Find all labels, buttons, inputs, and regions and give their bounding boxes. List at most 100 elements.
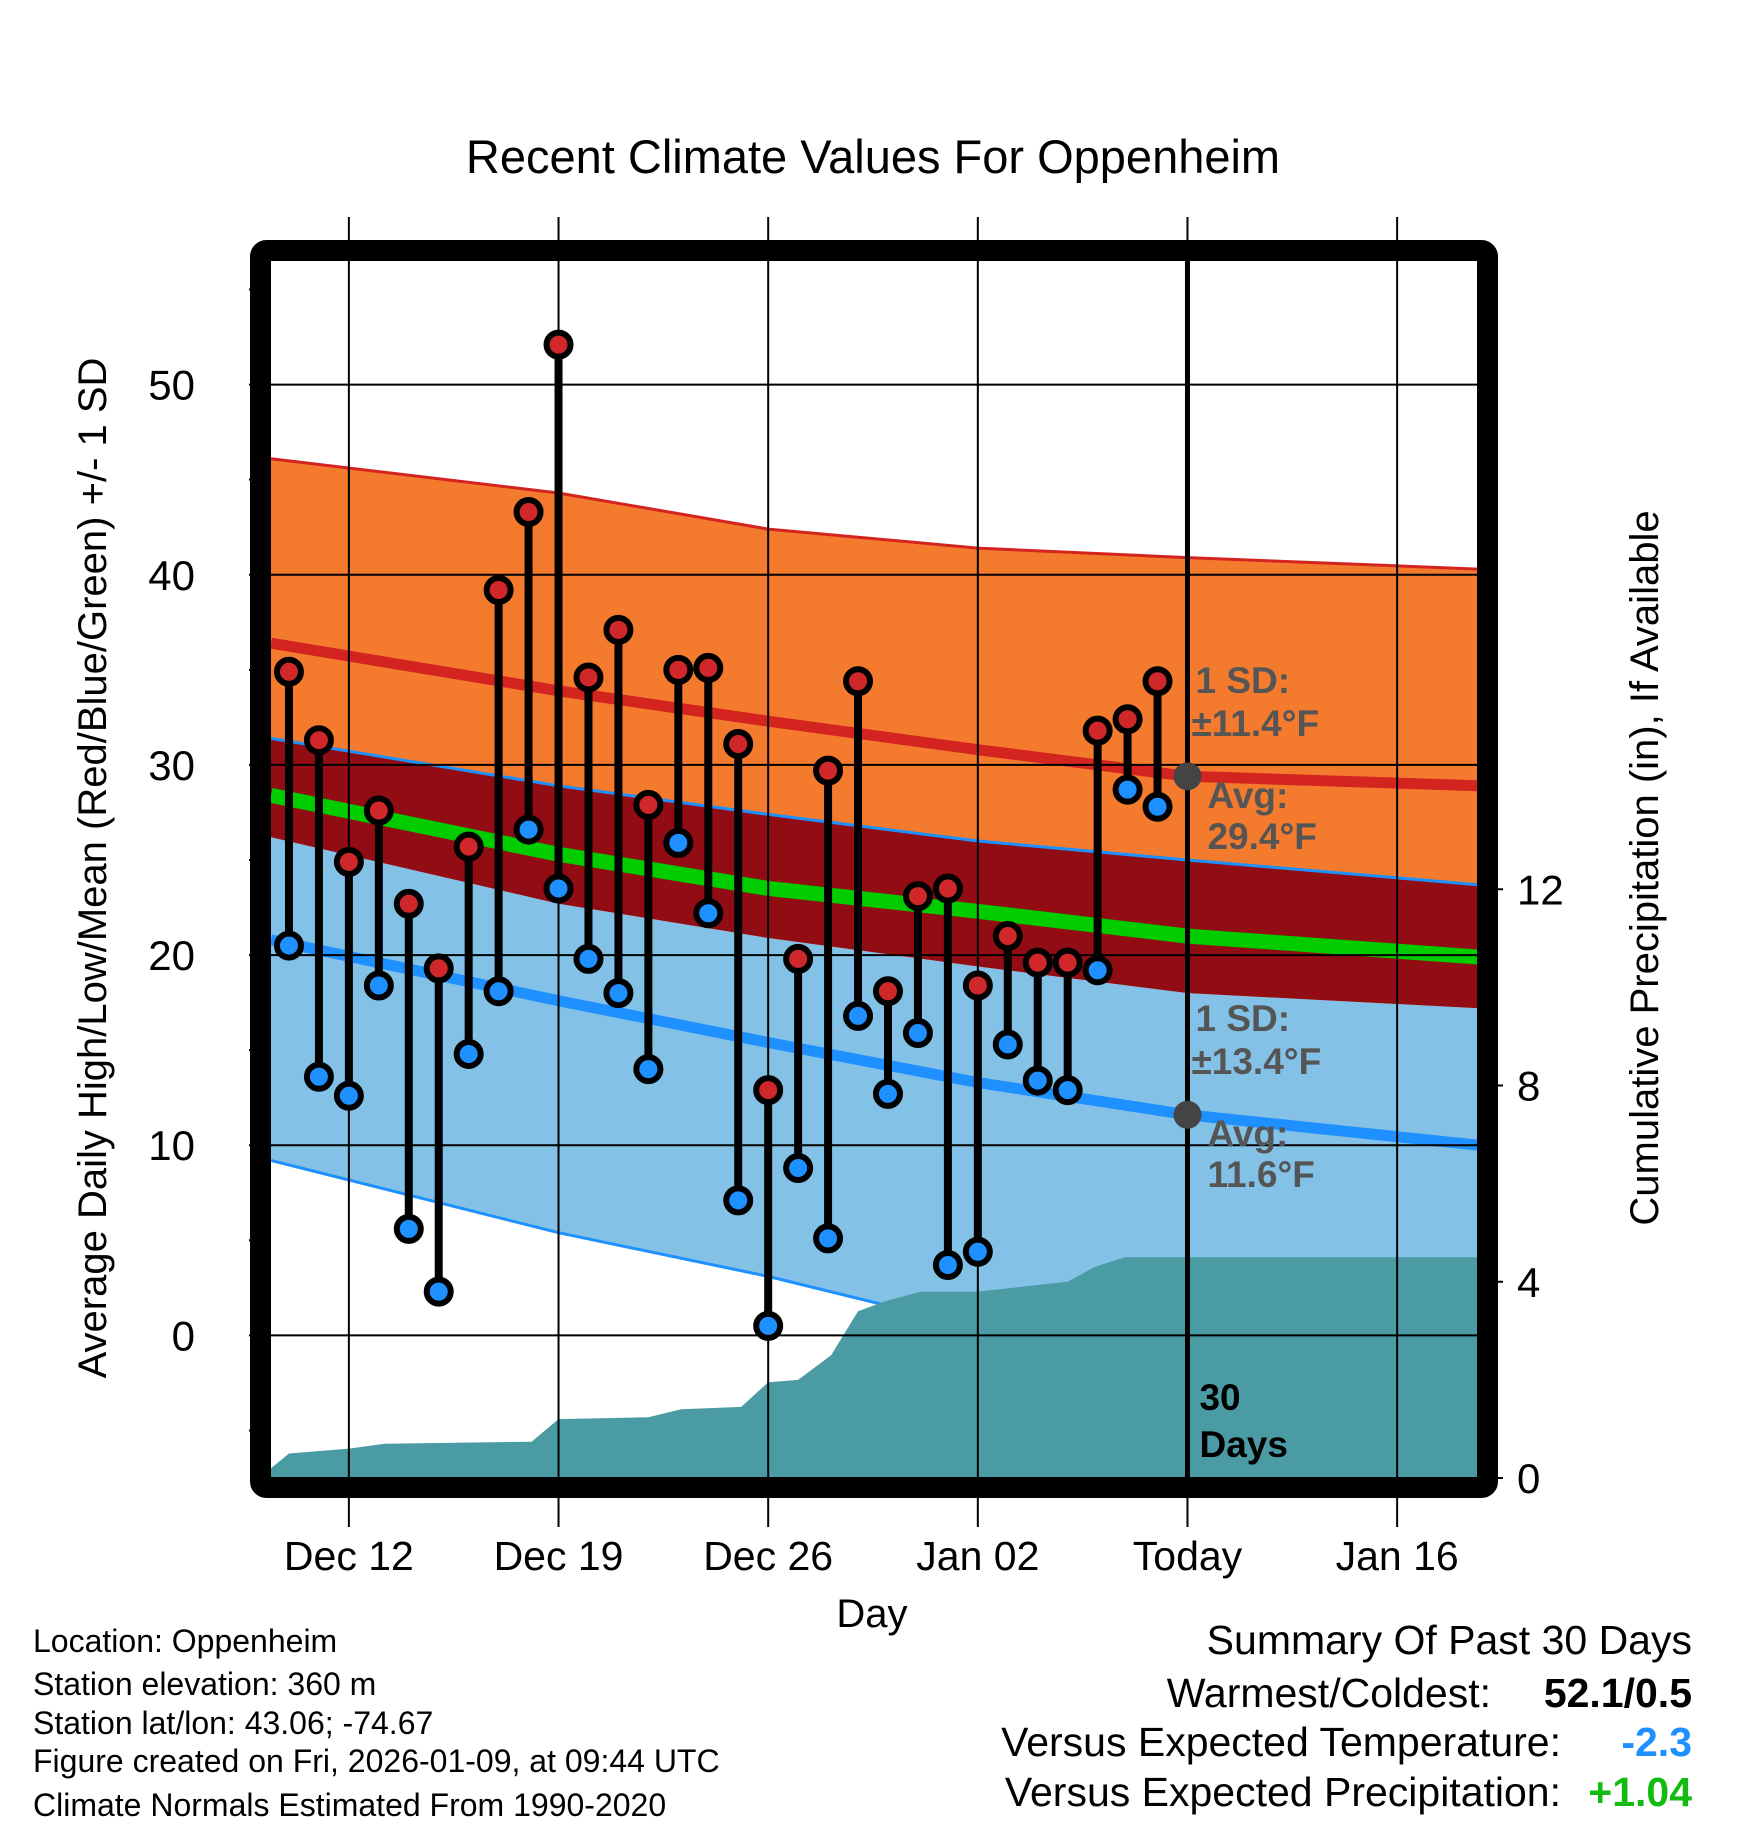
summary-warmest-label: Warmest/Coldest:: [1167, 1670, 1491, 1716]
y-tick-label: 0: [172, 1312, 195, 1359]
low-point: [1022, 1065, 1053, 1096]
high-point: [872, 976, 903, 1007]
plot-frame: [250, 240, 1498, 1498]
high-point: [633, 789, 664, 820]
high-point: [603, 614, 634, 645]
window-unit: Days: [1199, 1424, 1287, 1465]
y2-tick-label: 12: [1517, 866, 1564, 913]
station-info: Location: Oppenheim Station elevation: 3…: [33, 1623, 720, 1823]
y-tick-label: 30: [148, 742, 195, 789]
high-point: [932, 873, 963, 904]
y-tick-label: 50: [148, 362, 195, 409]
high-point: [813, 755, 844, 786]
x-axis-label: Day: [836, 1592, 907, 1636]
high-sd-label: 1 SD:: [1195, 660, 1290, 701]
low-point: [633, 1054, 664, 1085]
low-point: [843, 1000, 874, 1031]
low-point: [872, 1078, 903, 1109]
high-point: [1112, 704, 1143, 735]
summary-temp-value: -2.3: [1621, 1719, 1692, 1765]
low-sd-band: [271, 837, 1478, 1397]
high-point: [723, 728, 754, 759]
high-plus-sd-line: [271, 457, 1478, 571]
summary-warmest-value: 52.1/0.5: [1544, 1670, 1692, 1716]
low-point: [1082, 955, 1113, 986]
summary-title: Summary Of Past 30 Days: [1207, 1617, 1692, 1663]
high-minus-sd-line: [271, 736, 1478, 887]
high-point: [1082, 715, 1113, 746]
high-point: [962, 970, 993, 1001]
low-point: [573, 943, 604, 974]
summary-precip-value: +1.04: [1588, 1769, 1692, 1815]
low-point: [783, 1153, 814, 1184]
summary-temp-label: Versus Expected Temperature:: [1001, 1719, 1561, 1765]
high-point: [363, 795, 394, 826]
high-avg-value: 29.4°F: [1207, 816, 1316, 857]
high-point: [303, 725, 334, 756]
x-tick-label: Jan 02: [916, 1533, 1039, 1579]
low-avg-value: 11.6°F: [1207, 1154, 1314, 1195]
low-point: [513, 814, 544, 845]
low-point: [753, 1310, 784, 1341]
window-count: 30: [1199, 1377, 1240, 1418]
y2-tick-label: 4: [1517, 1259, 1540, 1306]
high-point: [902, 881, 933, 912]
y-tick-label: 10: [148, 1122, 195, 1169]
y-tick-label: 20: [148, 932, 195, 979]
y2-tick-label: 8: [1517, 1063, 1540, 1110]
x-tick-label: Jan 16: [1336, 1533, 1459, 1579]
high-point: [543, 329, 574, 360]
low-avg-label: Avg:: [1207, 1113, 1288, 1154]
high-sd-value: ±11.4°F: [1191, 703, 1319, 744]
high-point: [843, 666, 874, 697]
low-point: [603, 978, 634, 1009]
info-location: Location: Oppenheim: [33, 1623, 337, 1659]
summary-panel: Summary Of Past 30 Days Warmest/Coldest:…: [1001, 1617, 1692, 1815]
high-avg-label: Avg:: [1207, 775, 1288, 816]
low-point: [962, 1236, 993, 1267]
x-tick-label: Dec 26: [703, 1533, 833, 1579]
low-point: [1112, 774, 1143, 805]
y2-tick-label: 0: [1517, 1455, 1540, 1502]
low-sd-label: 1 SD:: [1195, 998, 1290, 1039]
high-point: [1142, 666, 1173, 697]
high-point: [693, 652, 724, 683]
low-point: [363, 970, 394, 1001]
low-point: [453, 1038, 484, 1069]
info-normals: Climate Normals Estimated From 1990-2020: [33, 1787, 666, 1823]
low-point: [303, 1061, 334, 1092]
high-point: [483, 574, 514, 605]
plot-area: [271, 457, 1478, 1478]
high-point: [1022, 947, 1053, 978]
high-point: [783, 943, 814, 974]
avg-high-line: [271, 637, 1478, 792]
y2-axis-label: Cumulative Precipitation (in), If Availa…: [1623, 510, 1667, 1225]
low-point: [693, 898, 724, 929]
avg-mean-line: [271, 787, 1478, 965]
info-latlon: Station lat/lon: 43.06; -74.67: [33, 1705, 433, 1741]
low-point: [333, 1080, 364, 1111]
info-created: Figure created on Fri, 2026-01-09, at 09…: [33, 1743, 720, 1779]
x-tick-label: Dec 19: [494, 1533, 624, 1579]
info-elevation: Station elevation: 360 m: [33, 1666, 376, 1702]
low-point: [663, 827, 694, 858]
high-point: [1052, 947, 1083, 978]
high-point: [573, 662, 604, 693]
summary-precip-label: Versus Expected Precipitation:: [1005, 1769, 1561, 1815]
high-point: [333, 846, 364, 877]
y-tick-label: 40: [148, 552, 195, 599]
precipitation-area: [271, 1257, 1478, 1478]
low-point: [273, 930, 304, 961]
low-point: [1142, 791, 1173, 822]
low-point: [813, 1223, 844, 1254]
x-tick-label: Dec 12: [284, 1533, 414, 1579]
low-avg-today-marker: [1173, 1100, 1202, 1129]
low-point: [992, 1029, 1023, 1060]
low-sd-value: ±13.4°F: [1191, 1041, 1321, 1082]
low-point: [483, 976, 514, 1007]
high-point: [513, 497, 544, 528]
low-point: [543, 873, 574, 904]
low-point: [393, 1213, 424, 1244]
y-axis-label: Average Daily High/Low/Mean (Red/Blue/Gr…: [71, 358, 115, 1379]
low-point: [423, 1276, 454, 1307]
